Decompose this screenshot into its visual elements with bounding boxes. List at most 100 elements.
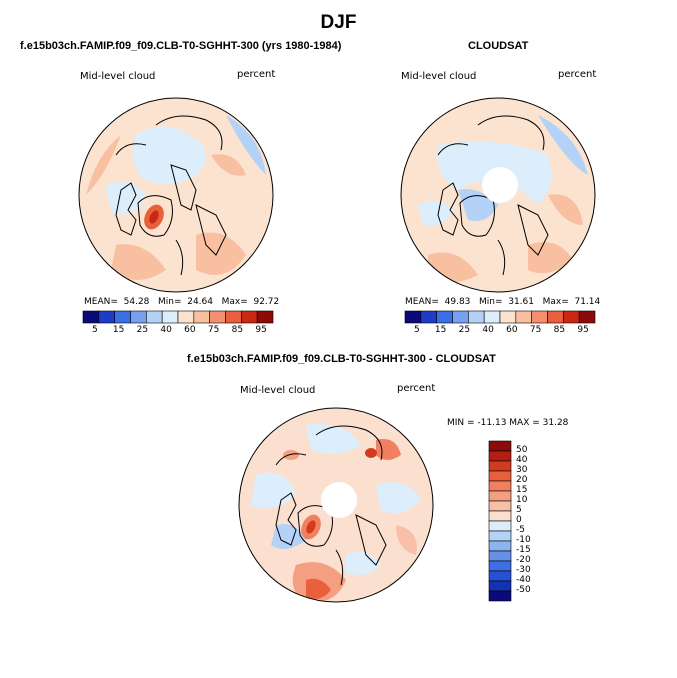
stats-max-label: Max= [542,297,569,307]
map-difference [238,407,434,603]
colorbar-swatch [161,310,179,324]
stats-max-label: Max= [221,297,248,307]
colorbar-swatch [209,310,226,324]
panel-label-difference: Mid-level cloud [240,385,316,396]
colorbar-swatch [488,570,512,582]
colorbar-swatch [488,460,512,472]
panel-title-model: f.e15b03ch.FAMIP.f09_f09.CLB-T0-SGHHT-30… [20,40,342,52]
map-model [78,97,274,293]
colorbar-swatch [177,310,195,324]
colorbar-swatch [488,480,512,492]
colorbar-tick-label: 20 [516,475,528,485]
panel-units-model: percent [237,69,276,80]
colorbar-swatch [563,310,580,324]
stats-min-value: 31.61 [508,297,534,307]
colorbar-swatch [82,310,100,324]
colorbar-tick-label: 15 [516,485,528,495]
colorbar-tick-label: 10 [516,495,528,505]
panel-label-model: Mid-level cloud [80,71,156,82]
stats-mean-value: 54.28 [123,297,150,307]
colorbar-tick-label: -15 [516,545,531,555]
map-cloudsat [400,97,596,293]
colorbar-swatch [488,490,512,502]
stats-mean-label: MEAN= [84,297,118,307]
colorbar-cloudsat [404,310,596,324]
colorbar-tick-label: 0 [516,515,522,525]
colorbar-tick-label: 40 [516,455,528,465]
colorbar-swatch [130,310,147,324]
colorbar-tick-label: 75 [529,325,542,335]
colorbar-tick-label: 75 [207,325,220,335]
colorbar-tick-label: 85 [231,325,244,335]
colorbar-tick-label: 95 [255,325,267,335]
colorbar-tick-label: 40 [160,325,172,335]
stats-min-label: Min= [157,297,182,307]
colorbar-swatch [114,310,131,324]
panel-title-cloudsat: CLOUDSAT [468,40,529,52]
colorbar-tick-label: 25 [458,325,471,335]
colorbar-tick-label: 40 [482,325,494,335]
colorbar-swatch [515,310,532,324]
colorbar-tick-label: 85 [553,325,566,335]
panel-units-difference: percent [397,383,436,394]
colorbar-swatch [241,310,258,324]
stats-mean-value: 49.83 [444,297,471,307]
colorbar-difference [488,440,512,602]
colorbar-model [82,310,274,324]
colorbar-tick-label: -30 [516,565,531,575]
colorbar-tick-label: -5 [516,525,525,535]
colorbar-tick-label: 30 [516,465,528,475]
stats-min-value: 24.64 [187,297,213,307]
panel-units-cloudsat: percent [558,69,597,80]
colorbar-swatch [452,310,469,324]
colorbar-swatch [420,310,437,324]
minmax-difference: MIN = -11.13 MAX = 31.28 [447,418,569,428]
colorbar-swatch [488,470,512,482]
stats-max-value: 71.14 [574,297,601,307]
colorbar-tick-label: -40 [516,575,531,585]
colorbar-swatch [98,310,115,324]
colorbar-swatch [488,510,512,522]
colorbar-tick-label: 60 [184,325,196,335]
colorbar-swatch [531,310,548,324]
colorbar-tick-label: 50 [516,445,528,455]
stats-max-value: 92.72 [253,297,280,307]
colorbar-tick-label: 5 [516,505,522,515]
colorbar-tick-label: 60 [506,325,518,335]
colorbar-swatch [488,500,512,512]
colorbar-tick-label: 15 [434,325,447,335]
colorbar-swatch [488,590,512,602]
colorbar-swatch [436,310,453,324]
panel-title-difference: f.e15b03ch.FAMIP.f09_f09.CLB-T0-SGHHT-30… [187,353,496,365]
colorbar-tick-label: 5 [414,325,420,335]
stats-model: MEAN= 54.28 Min= 24.64 Max= 92.72 [84,297,279,307]
colorbar-swatch [488,560,512,572]
stats-min-label: Min= [478,297,503,307]
colorbar-swatch [488,550,512,562]
colorbar-tick-label: -50 [516,585,531,595]
stats-mean-label: MEAN= [405,297,439,307]
colorbar-swatch [488,540,512,552]
colorbar-tick-label: 95 [577,325,589,335]
stats-cloudsat: MEAN= 49.83 Min= 31.61 Max= 71.14 [405,297,600,307]
colorbar-swatch [404,310,422,324]
colorbar-swatch [578,310,596,324]
colorbar-swatch [488,440,512,452]
colorbar-swatch [488,520,512,532]
colorbar-swatch [547,310,564,324]
colorbar-swatch [146,310,163,324]
colorbar-swatch [488,580,512,592]
colorbar-tick-label: 5 [92,325,98,335]
colorbar-swatch [499,310,517,324]
colorbar-swatch [488,530,512,542]
colorbar-tick-label: -10 [516,535,531,545]
colorbar-tick-label: 25 [136,325,149,335]
colorbar-swatch [256,310,274,324]
colorbar-tick-label: -20 [516,555,531,565]
colorbar-swatch [483,310,501,324]
colorbar-swatch [488,450,512,462]
figure-title: DJF [320,12,357,33]
colorbar-swatch [225,310,242,324]
colorbar-swatch [193,310,210,324]
colorbar-swatch [468,310,485,324]
